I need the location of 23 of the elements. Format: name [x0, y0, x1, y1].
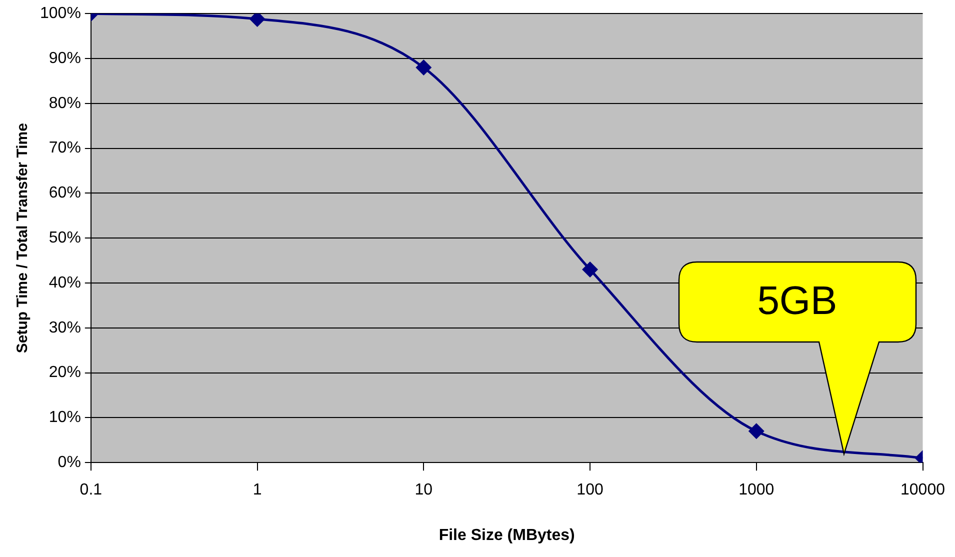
- x-tick-label: 0.1: [80, 482, 102, 499]
- y-tick-label: 90%: [48, 50, 81, 67]
- x-tick-label: 100: [576, 482, 604, 499]
- annotation: 5GB: [756, 278, 838, 326]
- y-tick-label: 20%: [48, 364, 81, 382]
- y-tick-label: 50%: [48, 230, 81, 247]
- y-tick-label: 70%: [48, 140, 81, 157]
- point: [582, 262, 598, 278]
- y-tick-label: 40%: [48, 274, 81, 292]
- point: [416, 59, 432, 76]
- y-tick-label: 0%: [58, 454, 81, 472]
- point: [748, 423, 764, 440]
- y-tick-label: 80%: [48, 94, 81, 112]
- y-axis-title: Setup Time / Total Transfer Time: [14, 123, 32, 354]
- x-tick-label: 1000: [738, 482, 774, 499]
- y-tick-label: 100%: [40, 5, 81, 22]
- y-tick-label: 30%: [48, 319, 81, 336]
- x-tick-label: 10000: [900, 482, 946, 499]
- x-axis-title: File Size (MBytes): [438, 526, 575, 544]
- x-tick-label: 10: [414, 482, 433, 499]
- x-tick-label: 1: [252, 482, 262, 499]
- y-tick-label: 60%: [48, 184, 81, 202]
- y-tick-label: 10%: [48, 409, 81, 426]
